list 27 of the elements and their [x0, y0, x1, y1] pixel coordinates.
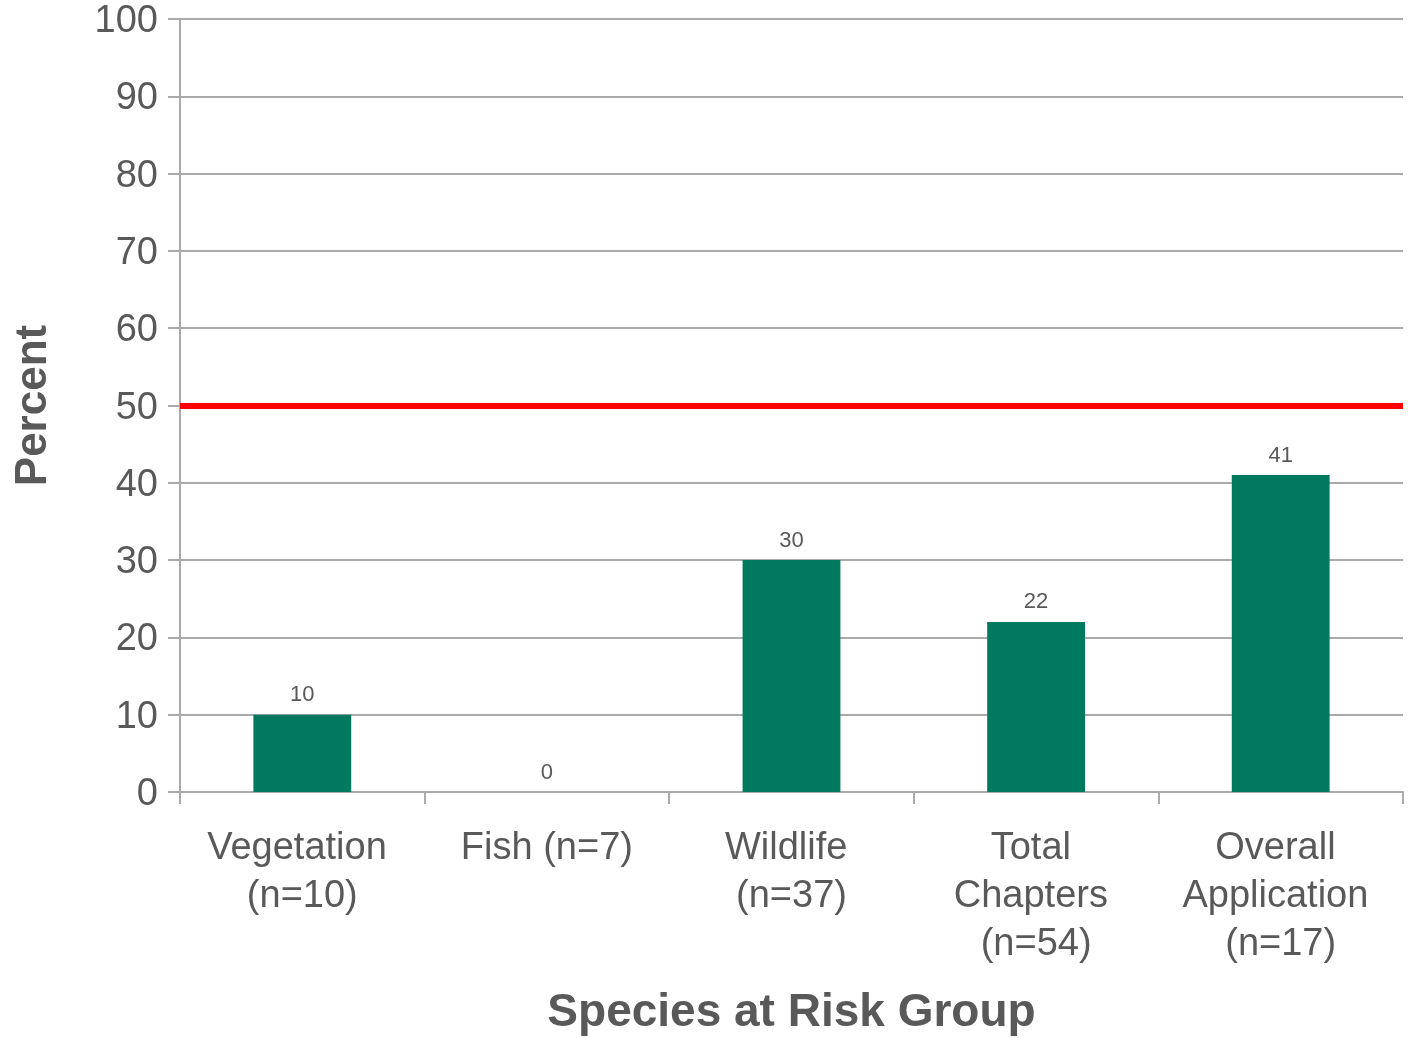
- y-tick-label: 50: [115, 384, 158, 427]
- y-tick-label: 30: [115, 539, 158, 582]
- y-tick-label: 10: [115, 693, 158, 736]
- y-tick-label: 70: [115, 229, 158, 272]
- data-label: 10: [290, 681, 315, 707]
- x-tick-label: Overall Application (n=17): [1182, 825, 1379, 963]
- data-label: 0: [540, 758, 554, 784]
- data-label: 41: [1268, 441, 1293, 467]
- y-tick-label: 90: [115, 75, 158, 118]
- x-axis-title: Species at Risk Group: [547, 984, 1036, 1036]
- y-tick-label: 80: [115, 152, 158, 195]
- bar: [742, 560, 841, 792]
- data-label: 30: [779, 526, 804, 552]
- x-tick-label: Total Chapters (n=54): [953, 825, 1119, 963]
- y-tick-label: 100: [94, 0, 158, 40]
- bar: [987, 621, 1086, 792]
- y-axis-title: Percent: [5, 324, 55, 487]
- x-tick-label: Fish (n=7): [460, 825, 633, 867]
- y-tick-label: 20: [115, 616, 158, 659]
- x-tick-label: Wildlife (n=37): [724, 825, 859, 915]
- y-tick-label: 40: [115, 461, 158, 504]
- bar: [1231, 475, 1330, 792]
- bar: [253, 714, 352, 792]
- y-tick-label: 60: [115, 307, 158, 350]
- data-label: 22: [1023, 588, 1049, 614]
- x-tick-label: Vegetation (n=10): [207, 825, 398, 915]
- y-tick-label: 0: [136, 771, 158, 813]
